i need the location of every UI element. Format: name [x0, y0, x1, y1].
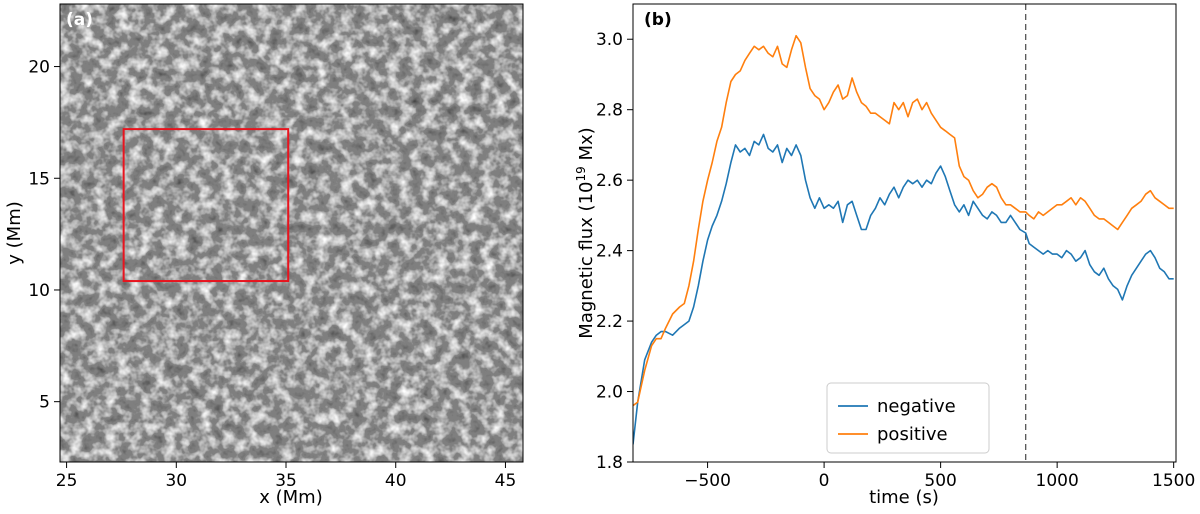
y-tick-label: 2.8: [596, 101, 623, 121]
panel-b-y-label: Magnetic flux (1019 Mx): [574, 127, 597, 338]
x-tick-label: 25: [56, 471, 78, 491]
y-tick-label: 1.8: [596, 453, 623, 473]
y-label-suffix: Mx): [576, 127, 597, 166]
roi-box: [122, 128, 290, 283]
y-label-prefix: Magnetic flux (10: [576, 182, 597, 339]
x-tick-label: 30: [165, 471, 187, 491]
x-tick-label: 0: [819, 471, 830, 491]
panel-a: (a) 25 30 35 40 45 5 10 15 20 x (Mm) y (Mm): [4, 3, 524, 508]
legend-box: [826, 382, 990, 454]
y-tick-label: 2.2: [596, 312, 623, 332]
y-tick-label: 2.0: [596, 383, 623, 403]
panel-a-frame: [59, 3, 524, 463]
y-tick-label: 5: [39, 393, 50, 413]
panel-a-y-ticks: 5 10 15 20: [28, 58, 60, 413]
panel-a-x-label: x (Mm): [259, 487, 322, 508]
panel-b-label: (b): [644, 10, 672, 30]
legend: negative positive: [826, 382, 990, 454]
y-label-exponent: 19: [574, 166, 588, 181]
magnetogram-image: [60, 4, 523, 462]
legend-label-positive: positive: [877, 424, 948, 445]
x-tick-label: −500: [684, 471, 731, 491]
x-tick-label: 40: [385, 471, 407, 491]
panel-a-label: (a): [66, 10, 93, 30]
panel-b: (b) −500 0 500 1000 1500 1.8 2.0 2.2 2.4 2.6 2.8 3…: [574, 3, 1195, 508]
x-tick-label: 500: [924, 471, 956, 491]
series-line-positive: [633, 34, 1174, 407]
panel-b-x-label: time (s): [869, 487, 939, 508]
panel-b-x-ticks: −500 0 500 1000 1500: [684, 462, 1195, 491]
panel-b-y-ticks: 1.8 2.0 2.2 2.4 2.6 2.8 3.0: [596, 30, 633, 473]
y-tick-label: 20: [28, 58, 50, 78]
x-tick-label: 1000: [1036, 471, 1079, 491]
y-tick-label: 10: [28, 281, 50, 301]
panel-a-x-ticks: 25 30 35 40 45: [56, 462, 517, 491]
y-tick-label: 2.6: [596, 171, 623, 191]
panel-a-y-label: y (Mm): [4, 201, 25, 264]
y-tick-label: 3.0: [596, 30, 623, 50]
y-tick-label: 2.4: [596, 242, 623, 262]
legend-label-negative: negative: [877, 396, 956, 417]
y-tick-label: 15: [28, 169, 50, 189]
x-tick-label: 35: [275, 471, 297, 491]
x-tick-label: 45: [495, 471, 517, 491]
series-line-negative: [633, 133, 1174, 445]
panel-b-frame: [632, 3, 1177, 463]
x-tick-label: 1500: [1152, 471, 1195, 491]
